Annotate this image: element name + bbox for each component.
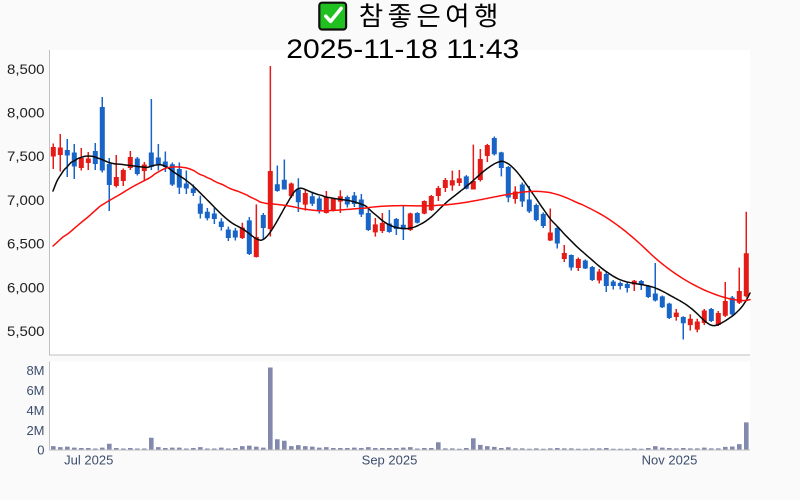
svg-text:Sep 2025: Sep 2025	[362, 453, 418, 468]
svg-text:6,000: 6,000	[7, 280, 45, 295]
svg-text:Jul 2025: Jul 2025	[64, 453, 113, 468]
svg-text:6M: 6M	[26, 383, 44, 398]
svg-text:8,500: 8,500	[7, 62, 45, 77]
svg-text:8M: 8M	[26, 363, 44, 378]
svg-text:4M: 4M	[26, 403, 44, 418]
svg-text:6,500: 6,500	[7, 237, 45, 252]
svg-text:0: 0	[37, 443, 44, 458]
svg-text:2025-11-18 11:43: 2025-11-18 11:43	[286, 34, 519, 64]
svg-text:5,500: 5,500	[7, 324, 45, 339]
svg-text:2M: 2M	[26, 423, 44, 438]
svg-text:8,000: 8,000	[7, 106, 45, 121]
svg-text:7,500: 7,500	[7, 149, 45, 164]
svg-text:7,000: 7,000	[7, 193, 45, 208]
svg-text:Nov 2025: Nov 2025	[642, 453, 698, 468]
